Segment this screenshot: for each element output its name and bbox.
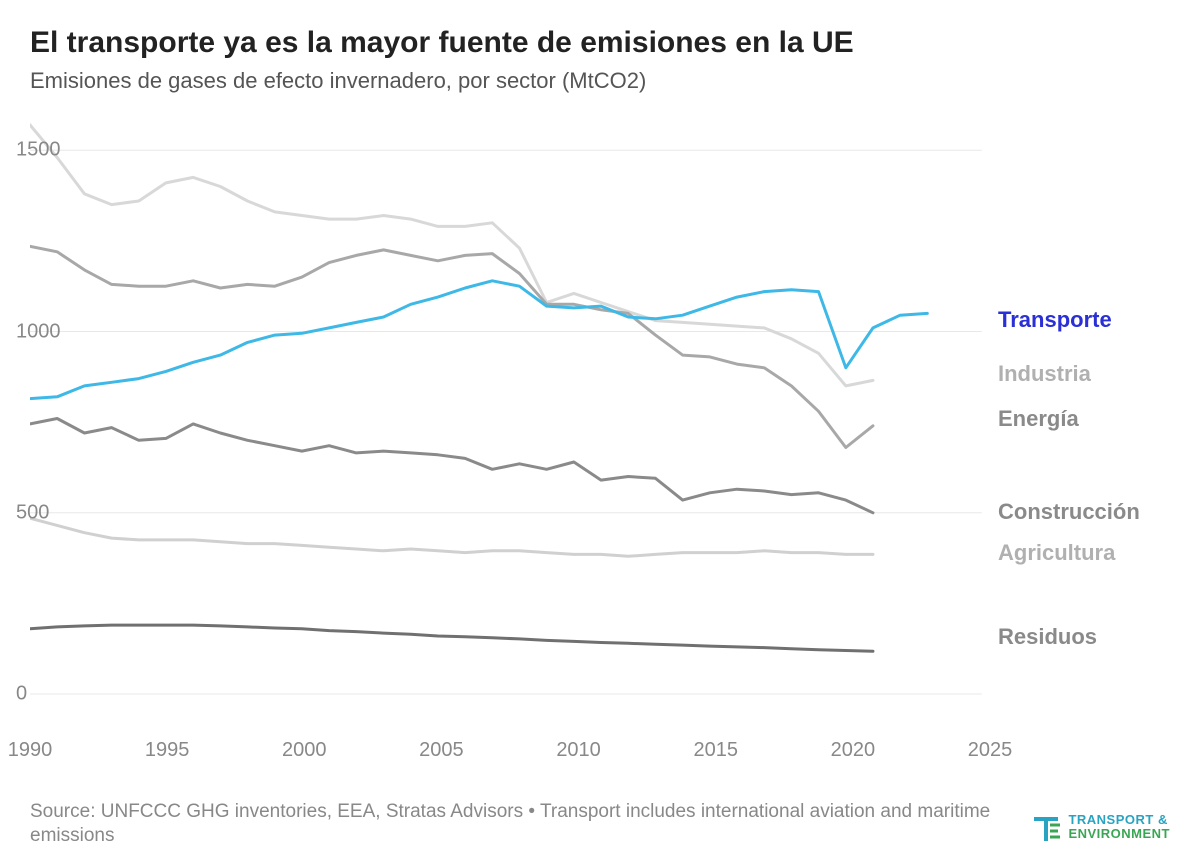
series-label-Construccion: Construcción bbox=[998, 499, 1140, 525]
series-label-Industria: Industria bbox=[998, 361, 1091, 387]
logo-text: TRANSPORT & ENVIRONMENT bbox=[1068, 813, 1170, 840]
x-tick-label: 2005 bbox=[419, 739, 464, 762]
x-tick-label: 2000 bbox=[282, 739, 327, 762]
x-tick-label: 2010 bbox=[556, 739, 601, 762]
brand-logo: TRANSPORT & ENVIRONMENT bbox=[1034, 813, 1170, 841]
x-tick-label: 2025 bbox=[968, 739, 1013, 762]
source-footer: Source: UNFCCC GHG inventories, EEA, Str… bbox=[30, 800, 1020, 849]
x-tick-label: 1995 bbox=[145, 739, 190, 762]
chart-container: El transporte ya es la mayor fuente de e… bbox=[0, 0, 1200, 867]
chart-subtitle: Emisiones de gases de efecto invernadero… bbox=[30, 68, 1170, 94]
series-line-Agricultura bbox=[30, 518, 873, 556]
y-tick-label: 0 bbox=[16, 683, 76, 706]
series-label-Transporte: Transporte bbox=[998, 307, 1112, 333]
series-line-Energia bbox=[30, 246, 873, 447]
series-label-Residuos: Residuos bbox=[998, 624, 1097, 650]
y-tick-label: 1500 bbox=[16, 139, 76, 162]
y-tick-label: 500 bbox=[16, 501, 76, 524]
logo-icon bbox=[1034, 813, 1062, 841]
series-label-Agricultura: Agricultura bbox=[998, 540, 1115, 566]
series-line-Construccion bbox=[30, 419, 873, 513]
y-tick-label: 1000 bbox=[16, 320, 76, 343]
chart-title: El transporte ya es la mayor fuente de e… bbox=[30, 26, 1170, 60]
chart-area: 0500100015001990199520002005201020152020… bbox=[30, 114, 1180, 734]
series-label-Energia: Energía bbox=[998, 406, 1079, 432]
x-tick-label: 2015 bbox=[693, 739, 738, 762]
series-line-Residuos bbox=[30, 625, 873, 651]
x-tick-label: 2020 bbox=[831, 739, 876, 762]
x-tick-label: 1990 bbox=[8, 739, 53, 762]
series-line-Industria bbox=[30, 125, 873, 386]
